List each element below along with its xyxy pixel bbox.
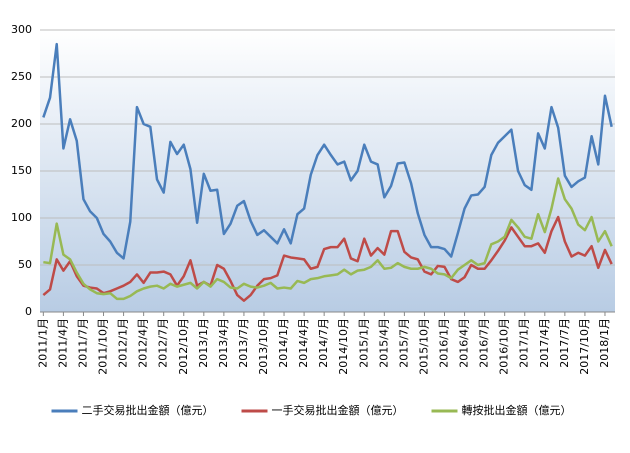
x-tick-label: 2013/7月 [237,318,250,368]
y-tick-label: 300 [11,23,32,36]
series-line [42,215,613,302]
y-tick-label: 50 [18,258,32,271]
x-tick-label: 2011/4月 [56,318,69,368]
x-tick-label: 2016/4月 [458,318,471,368]
x-tick-label: 2013/10月 [257,318,270,375]
x-tick-label: 2012/10月 [177,318,190,375]
x-tick-label: 2018/1月 [598,318,611,368]
x-tick-label: 2016/10月 [498,318,511,375]
x-tick-label: 2011/10月 [97,318,110,375]
x-tick-label: 2015/1月 [357,318,370,368]
legend-label: 二手交易批出金額（億元） [82,403,214,417]
x-tick-label: 2013/4月 [217,318,230,368]
x-tick-label: 2014/1月 [277,318,290,368]
y-tick-label: 150 [11,164,32,177]
x-tick-label: 2012/4月 [137,318,150,368]
x-tick-label: 2017/1月 [518,318,531,368]
x-tick-label: 2016/7月 [478,318,491,368]
y-tick-label: 0 [25,305,32,318]
y-tick-label: 100 [11,211,32,224]
x-tick-label: 2011/1月 [36,318,49,368]
x-tick-label: 2014/4月 [297,318,310,368]
y-tick-label: 250 [11,70,32,83]
x-tick-label: 2012/1月 [117,318,130,368]
x-tick-label: 2014/7月 [317,318,330,368]
legend-label: 轉按批出金額（億元） [462,403,572,417]
x-tick-label: 2012/7月 [157,318,170,368]
x-tick-label: 2015/7月 [397,318,410,368]
series-line [43,177,613,301]
x-tick-label: 2015/4月 [377,318,390,368]
x-tick-label: 2014/10月 [337,318,350,375]
series-line [42,42,613,260]
x-tick-label: 2017/7月 [558,318,571,368]
x-tick-label: 2017/10月 [578,318,591,375]
x-tick-label: 2011/7月 [76,318,89,368]
legend-label: 一手交易批出金額（億元） [272,403,404,417]
x-tick-label: 2013/1月 [197,318,210,368]
x-tick-label: 2015/10月 [417,318,430,375]
x-tick-label: 2017/4月 [538,318,551,368]
x-tick-label: 2016/1月 [438,318,451,368]
y-tick-label: 200 [11,117,32,130]
